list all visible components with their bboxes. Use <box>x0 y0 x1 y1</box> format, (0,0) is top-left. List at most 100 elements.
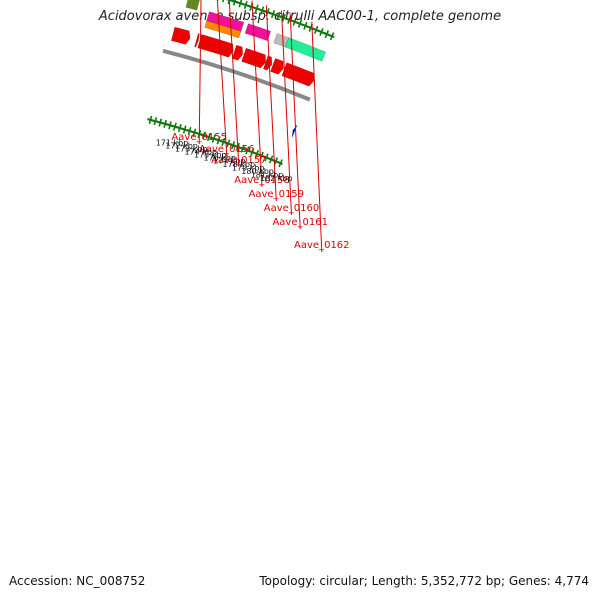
outer-tick <box>254 6 258 10</box>
outer-tick <box>267 11 271 14</box>
inner-tick <box>148 118 151 121</box>
gene-feature-cds_red <box>170 26 191 45</box>
outer-tick <box>247 4 251 8</box>
inner-tick <box>192 130 195 134</box>
inner-tick <box>196 132 200 135</box>
inner-tick <box>268 157 272 161</box>
outer-tick <box>312 27 316 31</box>
outer-tick <box>328 34 332 37</box>
gene-feature-olive <box>185 0 200 11</box>
outer-tick <box>229 0 232 2</box>
outer-tick <box>232 0 237 6</box>
scale-label: 171 kbp <box>156 139 189 148</box>
inner-tick <box>182 127 186 131</box>
scale-label: 175 kbp <box>194 150 227 159</box>
gene-feature-blue <box>291 124 298 138</box>
inner-tick <box>153 119 156 123</box>
inner-tick <box>278 161 282 165</box>
scale-label: 174 kbp <box>184 147 217 156</box>
outer-tick <box>318 30 322 33</box>
outer-tick <box>242 3 245 6</box>
outer-tick <box>324 32 328 36</box>
outer-tick <box>329 32 335 41</box>
gene-label-aave_0155: Aave_0155 <box>171 132 227 143</box>
scale-label: 172 kbp <box>165 142 198 151</box>
outer-tick <box>259 8 263 12</box>
outer-tick-ring <box>216 0 335 41</box>
outer-tick <box>230 0 233 2</box>
outer-tick <box>313 28 317 31</box>
outer-tick <box>292 17 297 26</box>
outer-tick <box>301 23 305 27</box>
gene-feature-cds_red <box>241 47 267 69</box>
outer-tick <box>226 0 230 1</box>
genome-summary: Topology: circular; Length: 5,352,772 bp… <box>259 574 589 588</box>
inner-tick <box>162 122 166 125</box>
scale-label: 177 kbp <box>213 157 246 166</box>
inner-tick <box>230 143 234 147</box>
outer-tick <box>321 31 324 34</box>
outer-tick <box>262 9 266 13</box>
accession-label: Accession: NC_008752 <box>9 574 146 588</box>
inner-tick <box>235 145 239 148</box>
inner-tick <box>206 135 210 139</box>
outer-tick <box>319 28 324 36</box>
outer-tick <box>235 0 239 4</box>
scale-label: 179 kbp <box>232 164 265 173</box>
outer-tick <box>306 25 309 28</box>
gene-leader-line <box>251 0 263 188</box>
outer-tick <box>241 2 244 6</box>
inner-tick <box>245 148 248 152</box>
outer-tick <box>324 30 330 39</box>
gene-leader-line <box>289 13 301 230</box>
outer-tick <box>278 15 281 18</box>
gene-feature-cds_red <box>270 58 284 75</box>
inner-tick <box>249 150 253 154</box>
gene-leader-line <box>265 5 277 202</box>
outer-tick <box>273 13 277 17</box>
outer-tick <box>331 35 335 38</box>
outer-tick <box>303 21 308 30</box>
scale-label: 173 kbp <box>175 144 208 153</box>
outer-tick <box>300 23 304 26</box>
inner-tick <box>254 152 258 155</box>
gene-leader-line <box>216 0 228 157</box>
outer-tick <box>256 7 260 11</box>
outer-tick <box>243 3 247 6</box>
backbone-layer <box>162 48 311 102</box>
outer-tick <box>315 29 319 32</box>
scale-label: 176 kbp <box>203 154 236 163</box>
outer-tick <box>276 11 281 20</box>
gene-feature-magenta <box>244 23 272 42</box>
outer-tick <box>257 7 261 11</box>
outer-tick <box>253 6 256 10</box>
outer-tick <box>234 0 238 4</box>
outer-tick <box>305 24 308 28</box>
outer-tick <box>297 22 301 25</box>
outer-tick <box>272 13 276 16</box>
inner-tick <box>177 126 181 130</box>
outer-tick <box>236 1 240 4</box>
outer-tick <box>227 0 231 4</box>
outer-tick <box>296 21 300 25</box>
inner-tick <box>167 123 171 127</box>
inner-tick <box>264 155 267 159</box>
inner-tick <box>187 129 190 132</box>
outer-tick <box>232 0 236 3</box>
outer-tick <box>283 16 287 20</box>
outer-tick <box>231 0 235 3</box>
inner-tick <box>172 125 176 128</box>
gene-leader-line <box>281 10 292 216</box>
outer-tick <box>222 0 225 3</box>
inner-tick <box>280 162 283 165</box>
gene-feature-cds_red <box>231 44 244 61</box>
outer-tick <box>260 6 265 15</box>
map-title: Acidovorax avenae subsp. citrulli AAC00-… <box>98 9 502 24</box>
gene-leader-line <box>198 0 202 145</box>
outer-tick <box>246 4 250 8</box>
outer-tick <box>254 4 259 13</box>
gene-feature-spring_green <box>284 37 327 62</box>
outer-tick <box>308 26 312 29</box>
